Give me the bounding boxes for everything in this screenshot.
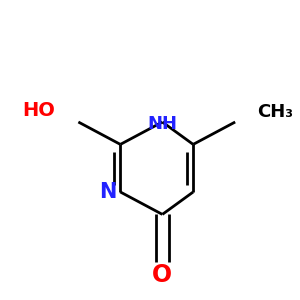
Text: O: O — [152, 262, 172, 286]
Text: HO: HO — [23, 101, 56, 120]
Text: NH: NH — [147, 115, 177, 133]
Text: N: N — [99, 182, 116, 202]
Text: CH₃: CH₃ — [258, 103, 294, 121]
